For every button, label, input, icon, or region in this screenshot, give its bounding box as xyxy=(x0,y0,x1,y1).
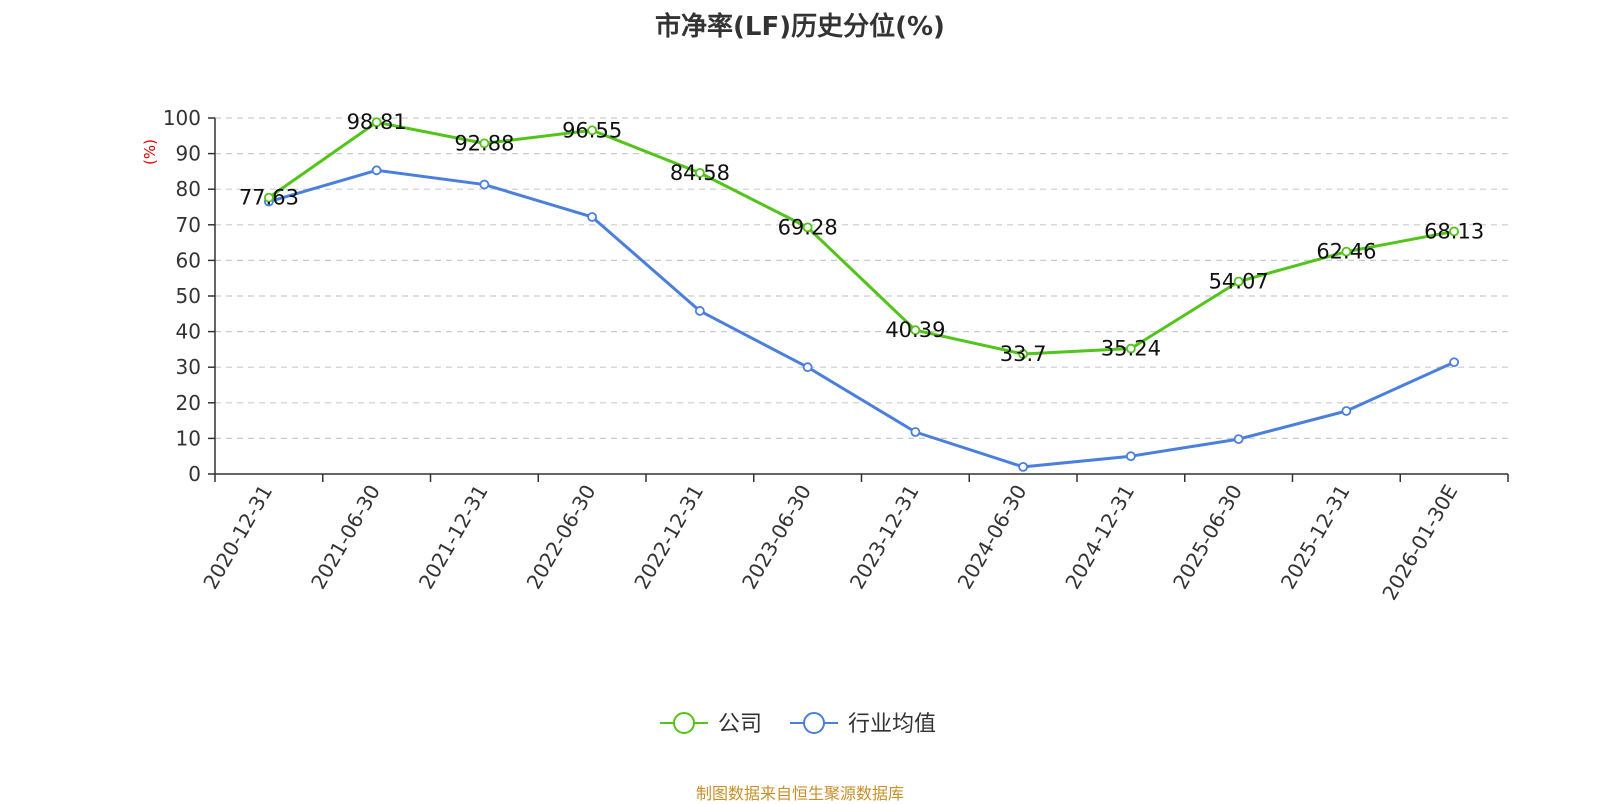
legend-marker[interactable] xyxy=(803,712,825,734)
data-point xyxy=(1125,451,1136,462)
data-point xyxy=(1341,406,1352,416)
data-labels: 77.63 98.81 92.88 96.55 84.58 69.28 40.39 33.7 3… xyxy=(239,110,1484,366)
data-point xyxy=(1125,343,1136,354)
data-point xyxy=(802,362,813,373)
source-footer: 制图数据来自恒生聚源数据库 xyxy=(695,784,904,803)
y-tick-label: 60 xyxy=(176,248,201,272)
data-label: 54.07 xyxy=(1209,270,1269,294)
data-point xyxy=(1341,246,1352,257)
y-tick-label: 40 xyxy=(176,320,201,344)
data-point xyxy=(1233,276,1244,287)
y-tick-label: 90 xyxy=(176,142,201,166)
legend-label[interactable]: 行业均值 xyxy=(848,712,936,737)
data-point xyxy=(1233,434,1244,445)
x-tick-label: 2025-06-30 xyxy=(1168,481,1247,594)
x-tick-label: 2022-12-31 xyxy=(629,481,708,594)
y-tick-label: 80 xyxy=(176,177,201,201)
data-label: 62.46 xyxy=(1316,240,1376,264)
data-point xyxy=(910,427,921,437)
data-point xyxy=(479,138,490,149)
x-tick-label: 2024-12-31 xyxy=(1060,481,1139,594)
data-label: 35.24 xyxy=(1101,337,1161,361)
data-point xyxy=(587,125,598,136)
data-label: 68.13 xyxy=(1424,219,1484,243)
data-point xyxy=(1018,461,1029,472)
x-tick-label: 2023-12-31 xyxy=(845,481,924,594)
data-point xyxy=(371,165,382,176)
data-label: 92.88 xyxy=(454,131,514,155)
data-point xyxy=(694,167,705,178)
chart-title: 市净率(LF)历史分位(%) xyxy=(655,12,945,42)
data-point xyxy=(371,117,382,128)
series-line xyxy=(268,168,1455,469)
y-tick-label: 100 xyxy=(163,106,201,130)
axes xyxy=(208,117,1509,482)
data-point xyxy=(802,222,813,233)
data-label: 40.39 xyxy=(885,318,945,342)
y-tick-label: 0 xyxy=(188,462,201,486)
x-tick-label: 2023-06-30 xyxy=(737,481,816,594)
y-tick-label: 30 xyxy=(176,355,201,379)
data-point xyxy=(1449,357,1460,368)
data-point xyxy=(1449,226,1460,237)
data-point xyxy=(263,192,274,203)
x-tick-label: 2021-12-31 xyxy=(414,481,493,594)
x-tick-label: 2024-06-30 xyxy=(953,481,1032,594)
series-line xyxy=(268,120,1455,356)
x-tick-label: 2021-06-30 xyxy=(306,481,385,594)
data-point xyxy=(694,306,705,316)
legend-label[interactable]: 公司 xyxy=(718,712,762,737)
x-tick-label: 2026-01-30E xyxy=(1377,481,1462,605)
x-tick-label: 2022-06-30 xyxy=(522,481,601,594)
data-label: 69.28 xyxy=(778,215,838,239)
y-tick-label: 50 xyxy=(176,284,201,308)
data-point xyxy=(910,325,921,336)
y-tick-labels: 0 10 20 30 40 50 60 70 80 90 100 xyxy=(163,106,201,486)
legend: 公司 行业均值 xyxy=(660,712,936,737)
data-point xyxy=(1018,349,1029,359)
series-lines xyxy=(263,117,1460,472)
data-label: 33.7 xyxy=(1000,342,1047,366)
data-label: 98.81 xyxy=(347,110,407,134)
data-label: 77.63 xyxy=(239,186,299,210)
x-tick-label: 2020-12-31 xyxy=(198,481,277,594)
x-tick-label: 2025-12-31 xyxy=(1276,481,1355,594)
y-tick-label: 70 xyxy=(176,213,201,237)
data-point xyxy=(587,212,598,222)
y-tick-label: 20 xyxy=(176,391,201,415)
y-tick-label: 10 xyxy=(176,426,201,450)
data-label: 84.58 xyxy=(670,161,730,185)
data-point xyxy=(479,179,490,190)
y-axis-unit-label: (%) xyxy=(141,139,159,165)
legend-marker[interactable] xyxy=(673,712,695,734)
x-tick-labels: 2020-12-31 2021-06-30 2021-12-31 2022-06-30… xyxy=(198,481,1462,605)
data-label: 96.55 xyxy=(562,118,622,142)
